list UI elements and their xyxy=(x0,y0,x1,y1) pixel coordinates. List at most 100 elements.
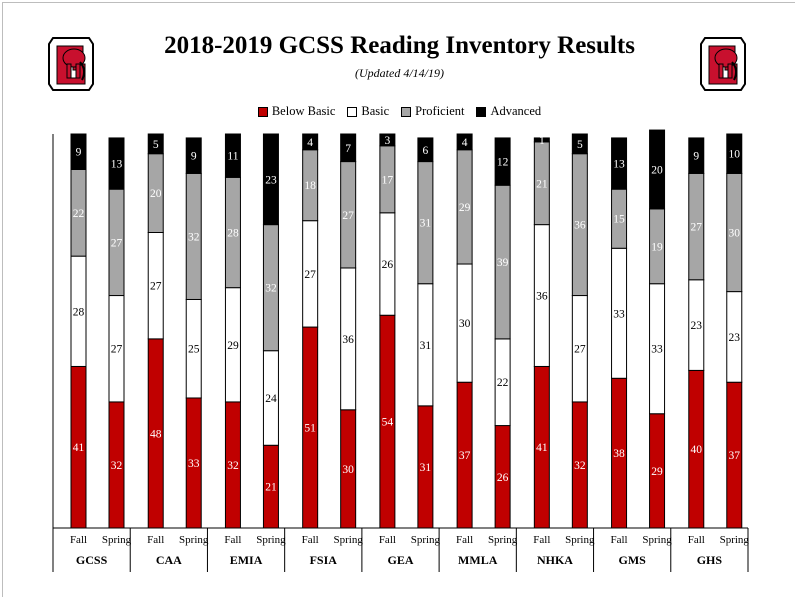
group-label-emia: EMIA xyxy=(230,553,263,567)
group-label-nhka: NHKA xyxy=(537,553,573,567)
bar-segment-advanced-fsia-spring xyxy=(340,133,357,163)
data-label-advanced-caa-fall: 5 xyxy=(153,139,159,151)
bar-segment-advanced-caa-spring xyxy=(185,137,202,174)
data-label-below-basic-ghs-fall: 40 xyxy=(691,444,703,456)
data-label-proficient-gcss-spring: 27 xyxy=(111,237,123,249)
legend-swatch-below-basic xyxy=(257,106,268,117)
legend-item-advanced: Advanced xyxy=(476,104,541,119)
data-label-below-basic-mmla-spring: 26 xyxy=(497,472,509,484)
data-label-basic-emia-spring: 24 xyxy=(265,393,277,405)
data-label-basic-mmla-spring: 22 xyxy=(497,377,509,389)
legend-swatch-proficient xyxy=(401,106,412,117)
data-label-below-basic-caa-spring: 33 xyxy=(188,458,200,470)
data-label-advanced-fsia-fall: 4 xyxy=(307,137,313,149)
data-label-below-basic-emia-fall: 32 xyxy=(227,460,239,472)
bar-segment-advanced-emia-fall xyxy=(224,133,241,178)
group-label-fsia: FSIA xyxy=(310,553,338,567)
data-label-advanced-ghs-spring: 10 xyxy=(729,149,741,161)
tick-label-fsia-spring: Spring xyxy=(333,534,363,546)
bar-segment-advanced-ghs-spring xyxy=(726,133,743,174)
chart-legend: Below Basic Basic Proficient Advanced xyxy=(0,104,799,119)
legend-item-proficient: Proficient xyxy=(401,104,464,119)
data-label-advanced-ghs-fall: 9 xyxy=(693,151,699,163)
legend-label-below-basic: Below Basic xyxy=(271,104,336,118)
data-label-basic-mmla-fall: 30 xyxy=(459,318,471,330)
tick-label-gcss-spring: Spring xyxy=(102,534,132,546)
group-label-mmla: MMLA xyxy=(458,553,498,567)
bar-segment-advanced-emia-spring xyxy=(262,133,279,226)
tick-label-ghs-fall: Fall xyxy=(688,534,705,546)
legend-label-basic: Basic xyxy=(361,104,390,118)
data-label-basic-gcss-fall: 28 xyxy=(73,306,85,318)
data-label-basic-ghs-fall: 23 xyxy=(691,320,703,332)
data-label-advanced-gea-spring: 6 xyxy=(423,145,429,157)
data-label-proficient-fsia-spring: 27 xyxy=(342,210,354,222)
data-label-below-basic-gms-fall: 38 xyxy=(613,448,625,460)
data-label-basic-caa-spring: 25 xyxy=(188,344,200,356)
bar-segment-advanced-mmla-spring xyxy=(494,137,511,186)
tick-label-fsia-fall: Fall xyxy=(302,534,319,546)
data-label-basic-gcss-spring: 27 xyxy=(111,344,123,356)
data-label-advanced-emia-spring: 23 xyxy=(265,174,277,186)
data-label-basic-gea-spring: 31 xyxy=(420,340,432,352)
data-label-advanced-gms-fall: 13 xyxy=(613,159,625,171)
data-label-below-basic-ghs-spring: 37 xyxy=(729,450,741,462)
data-label-below-basic-gms-spring: 29 xyxy=(651,466,663,478)
tick-label-mmla-fall: Fall xyxy=(456,534,473,546)
bar-segment-advanced-fsia-fall xyxy=(302,133,319,151)
tick-label-mmla-spring: Spring xyxy=(488,534,518,546)
group-label-ghs: GHS xyxy=(697,553,723,567)
data-label-proficient-gea-fall: 17 xyxy=(382,174,394,186)
data-label-basic-ghs-spring: 23 xyxy=(729,332,741,344)
data-label-below-basic-fsia-spring: 30 xyxy=(342,464,354,476)
data-label-below-basic-caa-fall: 48 xyxy=(150,428,162,440)
group-label-gea: GEA xyxy=(387,553,413,567)
data-label-basic-emia-fall: 29 xyxy=(227,340,239,352)
data-label-proficient-caa-spring: 32 xyxy=(188,231,200,243)
data-label-proficient-gms-fall: 15 xyxy=(613,214,625,226)
tick-label-gms-fall: Fall xyxy=(610,534,627,546)
page-subtitle: (Updated 4/14/19) xyxy=(355,66,444,80)
data-label-proficient-nhka-spring: 36 xyxy=(574,220,586,232)
data-label-proficient-mmla-fall: 29 xyxy=(459,202,471,214)
data-label-advanced-gea-fall: 3 xyxy=(385,135,391,147)
legend-label-proficient: Proficient xyxy=(415,104,465,118)
data-label-advanced-caa-spring: 9 xyxy=(191,151,197,163)
bar-segment-advanced-nhka-fall xyxy=(533,137,550,143)
data-label-below-basic-gea-fall: 54 xyxy=(382,417,394,429)
data-label-proficient-caa-fall: 20 xyxy=(150,188,162,200)
data-label-proficient-emia-fall: 28 xyxy=(227,228,239,240)
tick-label-gcss-fall: Fall xyxy=(70,534,87,546)
data-label-basic-gms-spring: 33 xyxy=(651,344,663,356)
data-label-advanced-gcss-spring: 13 xyxy=(111,159,123,171)
legend-item-basic: Basic xyxy=(347,104,389,119)
data-label-basic-nhka-spring: 27 xyxy=(574,344,586,356)
data-label-proficient-nhka-fall: 21 xyxy=(536,178,548,190)
data-label-basic-gea-fall: 26 xyxy=(382,259,394,271)
data-label-proficient-ghs-spring: 30 xyxy=(729,228,741,240)
data-label-proficient-gcss-fall: 22 xyxy=(73,208,85,220)
data-label-below-basic-gcss-fall: 41 xyxy=(73,442,85,454)
data-label-below-basic-nhka-fall: 41 xyxy=(536,442,548,454)
bar-segment-advanced-gcss-fall xyxy=(70,133,87,170)
tick-label-nhka-fall: Fall xyxy=(533,534,550,546)
bar-segment-advanced-gms-spring xyxy=(649,129,666,210)
data-label-advanced-gcss-fall: 9 xyxy=(76,147,82,159)
elephant-g-logo-right xyxy=(700,37,746,91)
data-label-advanced-mmla-fall: 4 xyxy=(462,137,468,149)
data-label-basic-gms-fall: 33 xyxy=(613,308,625,320)
bar-segment-advanced-mmla-fall xyxy=(456,133,473,151)
data-label-basic-fsia-spring: 36 xyxy=(342,334,354,346)
group-label-gms: GMS xyxy=(618,553,646,567)
legend-item-below-basic: Below Basic xyxy=(257,104,336,119)
bar-segment-advanced-gea-fall xyxy=(379,133,396,147)
tick-label-emia-fall: Fall xyxy=(224,534,241,546)
data-label-basic-nhka-fall: 36 xyxy=(536,291,548,303)
bar-segment-advanced-caa-fall xyxy=(147,133,164,155)
data-label-below-basic-emia-spring: 21 xyxy=(265,482,277,494)
data-label-below-basic-fsia-fall: 51 xyxy=(304,423,316,435)
data-label-proficient-gms-spring: 19 xyxy=(651,241,663,253)
group-label-gcss: GCSS xyxy=(76,553,108,567)
tick-label-caa-spring: Spring xyxy=(179,534,209,546)
tick-label-gms-spring: Spring xyxy=(642,534,672,546)
